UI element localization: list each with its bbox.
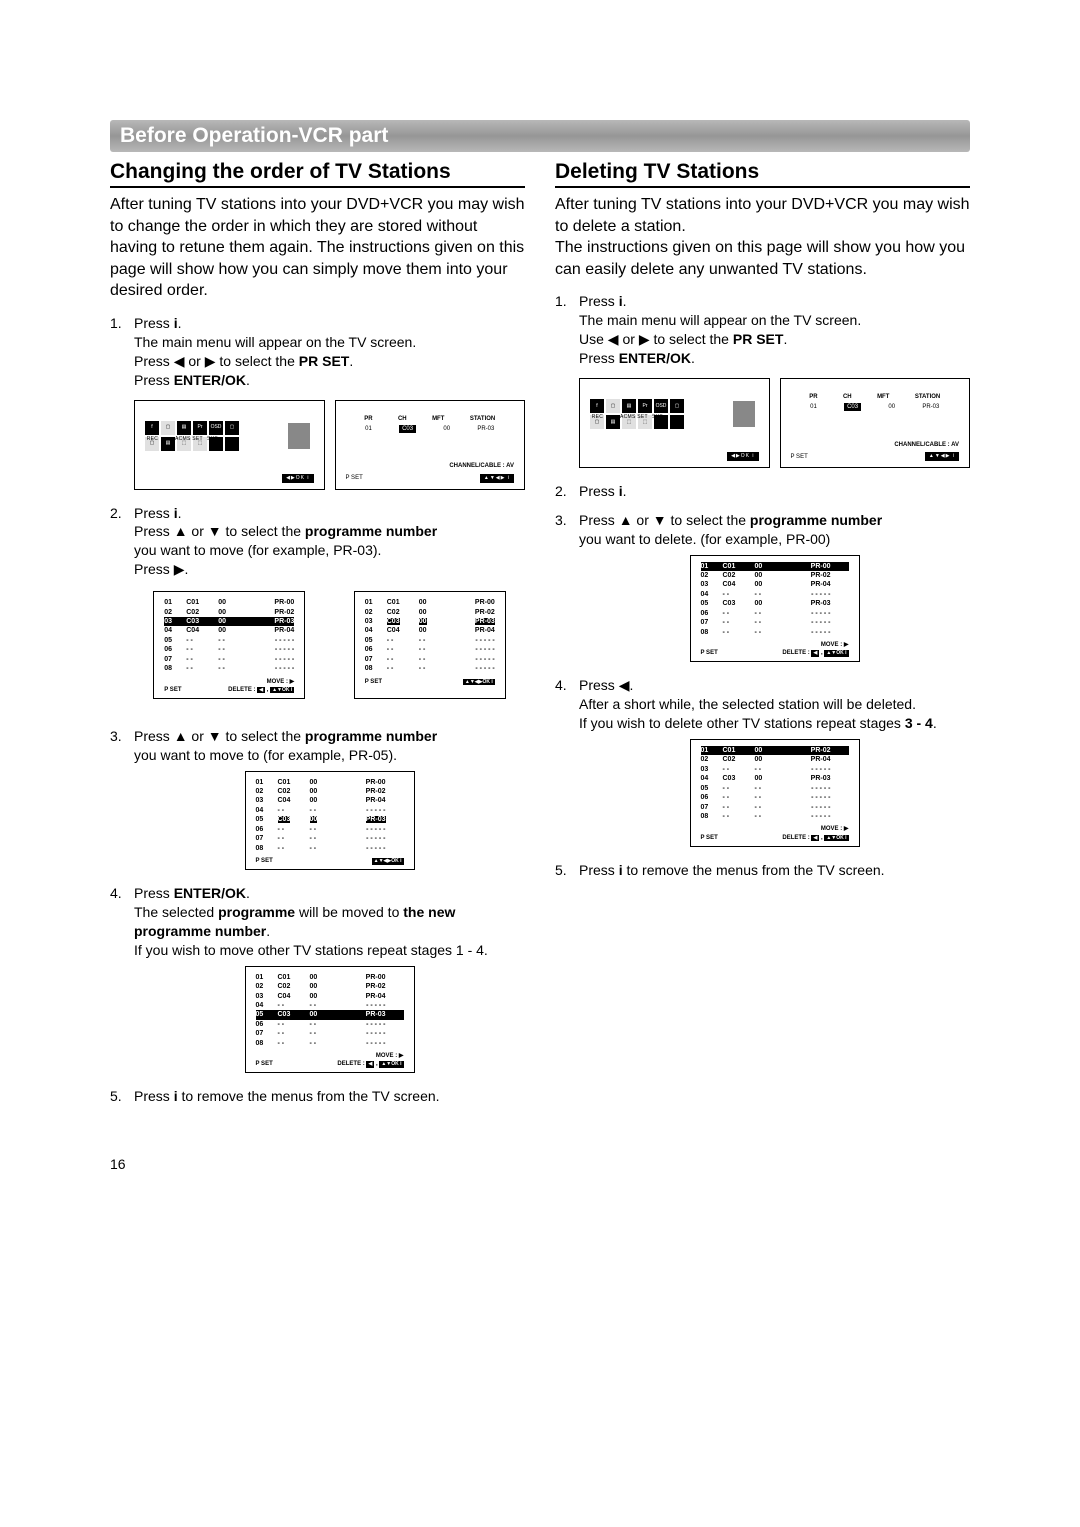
left-step-1: Press i. The main menu will appear on th…: [110, 314, 525, 490]
section-title-bar: Before Operation-VCR part: [110, 120, 970, 152]
ch-table-l3: 01C0100PR-0002C0200PR-0203C0400PR-0404- …: [245, 771, 415, 871]
left-step-3: Press ▲ or ▼ to select the programme num…: [110, 727, 525, 870]
main-menu-screen-r: f▢▤PrOSD▢ ▢▤⬚⬚ RECACMSSETSYS ◀▶OK i: [579, 378, 770, 468]
right-heading: Deleting TV Stations: [555, 160, 970, 188]
right-step-4: Press ◀. After a short while, the select…: [555, 676, 970, 846]
ch-table-r4: 01C0100PR-0202C0200PR-0403- -- -- - - - …: [690, 739, 860, 847]
right-step-5: Press i to remove the menus from the TV …: [555, 861, 970, 880]
right-intro: After tuning TV stations into your DVD+V…: [555, 194, 970, 280]
col-right: Deleting TV Stations After tuning TV sta…: [555, 160, 970, 1116]
ch-table-l2a: 01C0100PR-0002C0200PR-0203C0300PR-0304C0…: [153, 591, 305, 699]
left-intro: After tuning TV stations into your DVD+V…: [110, 194, 525, 302]
col-left: Changing the order of TV Stations After …: [110, 160, 525, 1116]
left-step-2: Press i. Press ▲ or ▼ to select the prog…: [110, 504, 525, 713]
ch-table-l2b: 01C0100PR-0002C0200PR-0203C0300PR-0304C0…: [354, 591, 506, 699]
main-menu-screen: f▢▤PrOSD▢ ▢▤⬚⬚ RECACMSSETSYS ◀▶OK i: [134, 400, 325, 490]
ch-table-r3: 01C0100PR-0002C0200PR-0203C0400PR-0404- …: [690, 555, 860, 663]
right-step-3: Press ▲ or ▼ to select the programme num…: [555, 511, 970, 662]
page-number: 16: [110, 1156, 970, 1172]
prset-screen-r: PRCHMFTSTATION 01C0300PR-03 CHANNEL/CABL…: [780, 378, 971, 468]
left-heading: Changing the order of TV Stations: [110, 160, 525, 188]
right-step-2: Press i.: [555, 482, 970, 501]
left-step-5: Press i to remove the menus from the TV …: [110, 1087, 525, 1106]
ch-table-l4: 01C0100PR-0002C0200PR-0203C0400PR-0404- …: [245, 966, 415, 1074]
left-step-4: Press ENTER/OK. The selected programme w…: [110, 884, 525, 1073]
right-step-1: Press i. The main menu will appear on th…: [555, 292, 970, 468]
prset-screen: PRCHMFTSTATION 01C0300PR-03 CHANNEL/CABL…: [335, 400, 526, 490]
